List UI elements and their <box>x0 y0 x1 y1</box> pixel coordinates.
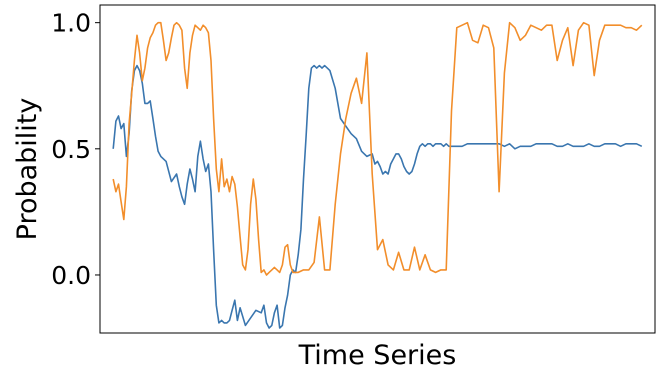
x-axis-label: Time Series <box>298 340 457 371</box>
series-line-2 <box>112 21 643 276</box>
y-tick-label: 0.5 <box>51 135 91 164</box>
series-lines <box>112 21 643 329</box>
y-axis-label: Probability <box>12 98 43 241</box>
plot-frame <box>99 4 656 334</box>
series-line-1 <box>112 64 643 329</box>
plot-border <box>99 4 656 334</box>
y-tick-label: 0.0 <box>51 261 91 290</box>
y-tick-label: 1.0 <box>51 9 91 38</box>
y-axis-ticks: 0.0 0.5 1.0 <box>51 9 100 290</box>
